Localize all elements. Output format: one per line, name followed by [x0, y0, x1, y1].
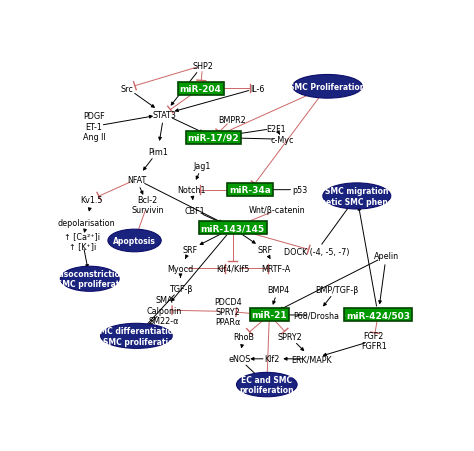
Ellipse shape — [323, 184, 391, 210]
Text: Pim1: Pim1 — [148, 147, 168, 156]
Text: BMPR2: BMPR2 — [218, 115, 246, 124]
Text: Apelin: Apelin — [374, 252, 399, 261]
Text: DOCK (-4, -5, -7): DOCK (-4, -5, -7) — [283, 248, 349, 257]
Text: MRTF-A: MRTF-A — [261, 264, 291, 273]
Text: Klf4/Klf5: Klf4/Klf5 — [216, 264, 249, 273]
Text: PDGF
ET-1
Ang II: PDGF ET-1 Ang II — [83, 112, 105, 142]
Text: SMA
Calponin
SM22-α: SMA Calponin SM22-α — [146, 295, 182, 325]
Text: FGF2
FGFR1: FGF2 FGFR1 — [361, 331, 387, 350]
Text: eNOS: eNOS — [228, 354, 250, 364]
Text: Src: Src — [121, 84, 134, 93]
Text: RhoB: RhoB — [233, 333, 254, 342]
Text: ERK/MAPK: ERK/MAPK — [292, 354, 332, 364]
Text: Myocd: Myocd — [167, 264, 193, 273]
Text: CBF1: CBF1 — [184, 207, 205, 216]
Text: Vasoconstriction
PASMC proliferation: Vasoconstriction PASMC proliferation — [46, 269, 133, 289]
Text: SMC Proliferation: SMC Proliferation — [289, 83, 365, 92]
Text: c-Myc: c-Myc — [271, 135, 294, 144]
Ellipse shape — [237, 373, 297, 397]
Text: p53: p53 — [292, 186, 308, 195]
Text: SRF: SRF — [257, 246, 273, 255]
Text: P68/Drosha: P68/Drosha — [293, 311, 339, 320]
Text: SMC migration
Synthetic SMC phenotype: SMC migration Synthetic SMC phenotype — [301, 187, 412, 206]
Text: EC and SMC
proliferation: EC and SMC proliferation — [239, 375, 294, 395]
Ellipse shape — [108, 230, 161, 252]
Text: Jag1: Jag1 — [194, 161, 211, 170]
Text: Notch1: Notch1 — [177, 186, 206, 195]
Text: BMP/TGF-β: BMP/TGF-β — [315, 285, 358, 294]
Text: Bcl-2
Survivin: Bcl-2 Survivin — [131, 195, 164, 215]
Ellipse shape — [60, 267, 119, 292]
Text: miR-204: miR-204 — [180, 84, 222, 93]
Text: miR-34a: miR-34a — [229, 186, 271, 195]
Text: miR-424/503: miR-424/503 — [346, 311, 410, 320]
Text: Kv1.5: Kv1.5 — [80, 195, 103, 204]
Text: SHP2: SHP2 — [192, 62, 213, 71]
Text: Apoptosis: Apoptosis — [113, 236, 156, 245]
Text: Klf2: Klf2 — [264, 354, 280, 364]
Text: STAT3: STAT3 — [152, 110, 176, 120]
Text: miR-17/92: miR-17/92 — [188, 133, 239, 143]
Text: SMC differentiation
↓ SMC proliferation: SMC differentiation ↓ SMC proliferation — [94, 327, 179, 346]
Text: IL-6: IL-6 — [250, 84, 265, 93]
Text: SRF: SRF — [182, 246, 197, 255]
Text: TGF-β: TGF-β — [169, 284, 192, 293]
Text: SPRY2: SPRY2 — [278, 333, 302, 342]
Text: miR-143/145: miR-143/145 — [201, 224, 264, 233]
Text: PDCD4
SPRY2
PPARα: PDCD4 SPRY2 PPARα — [214, 297, 242, 327]
Text: miR-21: miR-21 — [252, 311, 287, 320]
Text: NFAT: NFAT — [127, 175, 146, 184]
Text: depolarisation: depolarisation — [58, 218, 116, 227]
Text: E2F1: E2F1 — [266, 124, 286, 133]
Text: ↑ [Ca²⁺]i
↑ [K⁺]i: ↑ [Ca²⁺]i ↑ [K⁺]i — [64, 231, 100, 251]
Text: Wnt/β-catenin: Wnt/β-catenin — [249, 206, 305, 215]
Text: BMP4: BMP4 — [267, 285, 289, 294]
Ellipse shape — [292, 75, 362, 99]
Ellipse shape — [100, 324, 172, 349]
